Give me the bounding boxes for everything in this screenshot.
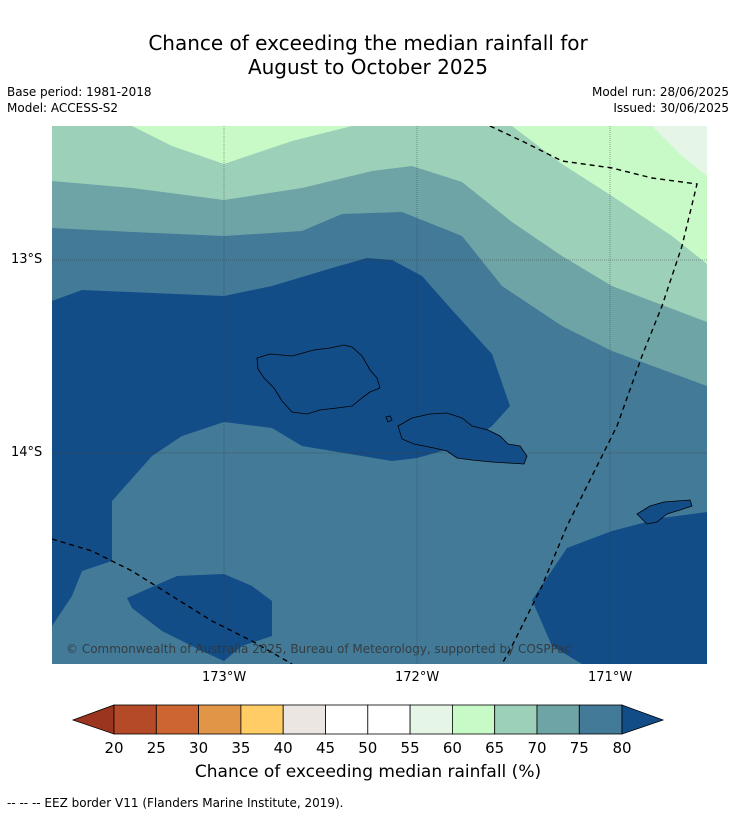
- zone-60-65-top: [52, 126, 707, 264]
- base-period: Base period: 1981-2018: [7, 85, 152, 99]
- title-line-2: August to October 2025: [247, 55, 489, 79]
- cb-tick: 20: [104, 739, 123, 757]
- island-upolu: [397, 412, 528, 465]
- cb-50-55: [367, 704, 411, 735]
- cb-tick: 45: [316, 739, 335, 757]
- lat-label-13s: 13°S: [11, 252, 43, 267]
- chart-title: Chance of exceeding the median rainfall …: [0, 31, 736, 79]
- title-line-1: Chance of exceeding the median rainfall …: [148, 31, 588, 55]
- cb-tick: 30: [189, 739, 208, 757]
- cb-tick: 55: [401, 739, 420, 757]
- cb-30-35: [198, 704, 242, 735]
- cb-tick: 60: [443, 739, 462, 757]
- meta-left: Base period: 1981-2018 Model: ACCESS-S2: [7, 84, 152, 116]
- zone-80-plus-main: [52, 258, 510, 626]
- forecast-map: © Commonwealth of Australia 2025, Bureau…: [52, 126, 707, 664]
- cb-70-75: [536, 704, 580, 735]
- cb-tick: 25: [147, 739, 166, 757]
- lat-label-14s: 14°S: [11, 445, 43, 460]
- issued-date: Issued: 30/06/2025: [613, 101, 729, 115]
- cb-above-80: [621, 704, 665, 735]
- zone-55-60-corner: [652, 126, 707, 176]
- lon-label-171w: 171°W: [588, 670, 633, 685]
- lon-label-172w: 172°W: [395, 670, 440, 685]
- cb-tick: 50: [358, 739, 377, 757]
- gridlines: [52, 126, 707, 664]
- colorbar: 20 25 30 35 40 45 50 55 60 65 70 75 80: [71, 704, 665, 757]
- cb-75-80: [578, 704, 623, 735]
- cb-65-70: [494, 704, 538, 735]
- lon-label-173w: 173°W: [202, 670, 247, 685]
- cb-tick: 70: [527, 739, 546, 757]
- copyright-text: © Commonwealth of Australia 2025, Bureau…: [66, 642, 571, 656]
- cb-tick: 65: [485, 739, 504, 757]
- zone-80-plus-southwest: [127, 574, 272, 661]
- cb-tick: 80: [612, 739, 631, 757]
- cb-25-30: [155, 704, 200, 735]
- cb-40-45: [282, 704, 326, 735]
- colorbar-label: Chance of exceeding median rainfall (%): [194, 762, 542, 782]
- island-tutuila: [636, 499, 693, 525]
- meta-right: Model run: 28/06/2025 Issued: 30/06/2025: [592, 84, 729, 116]
- cb-tick: 40: [274, 739, 293, 757]
- cb-35-40: [240, 704, 284, 735]
- cb-below-20: [71, 704, 115, 735]
- eez-footnote: -- -- -- EEZ border V11 (Flanders Marine…: [7, 796, 344, 810]
- cb-20-25: [113, 704, 157, 735]
- cb-tick: 35: [231, 739, 250, 757]
- cb-tick: 75: [570, 739, 589, 757]
- cb-45-50: [325, 704, 369, 735]
- eez-border: [52, 126, 698, 664]
- zone-80-plus-southeast: [532, 512, 707, 664]
- cb-55-60: [409, 704, 453, 735]
- cb-60-65: [451, 704, 496, 735]
- island-manono: [385, 415, 393, 423]
- model-run: Model run: 28/06/2025: [591, 85, 729, 99]
- model-name: Model: ACCESS-S2: [7, 101, 119, 115]
- island-savaii: [256, 344, 381, 415]
